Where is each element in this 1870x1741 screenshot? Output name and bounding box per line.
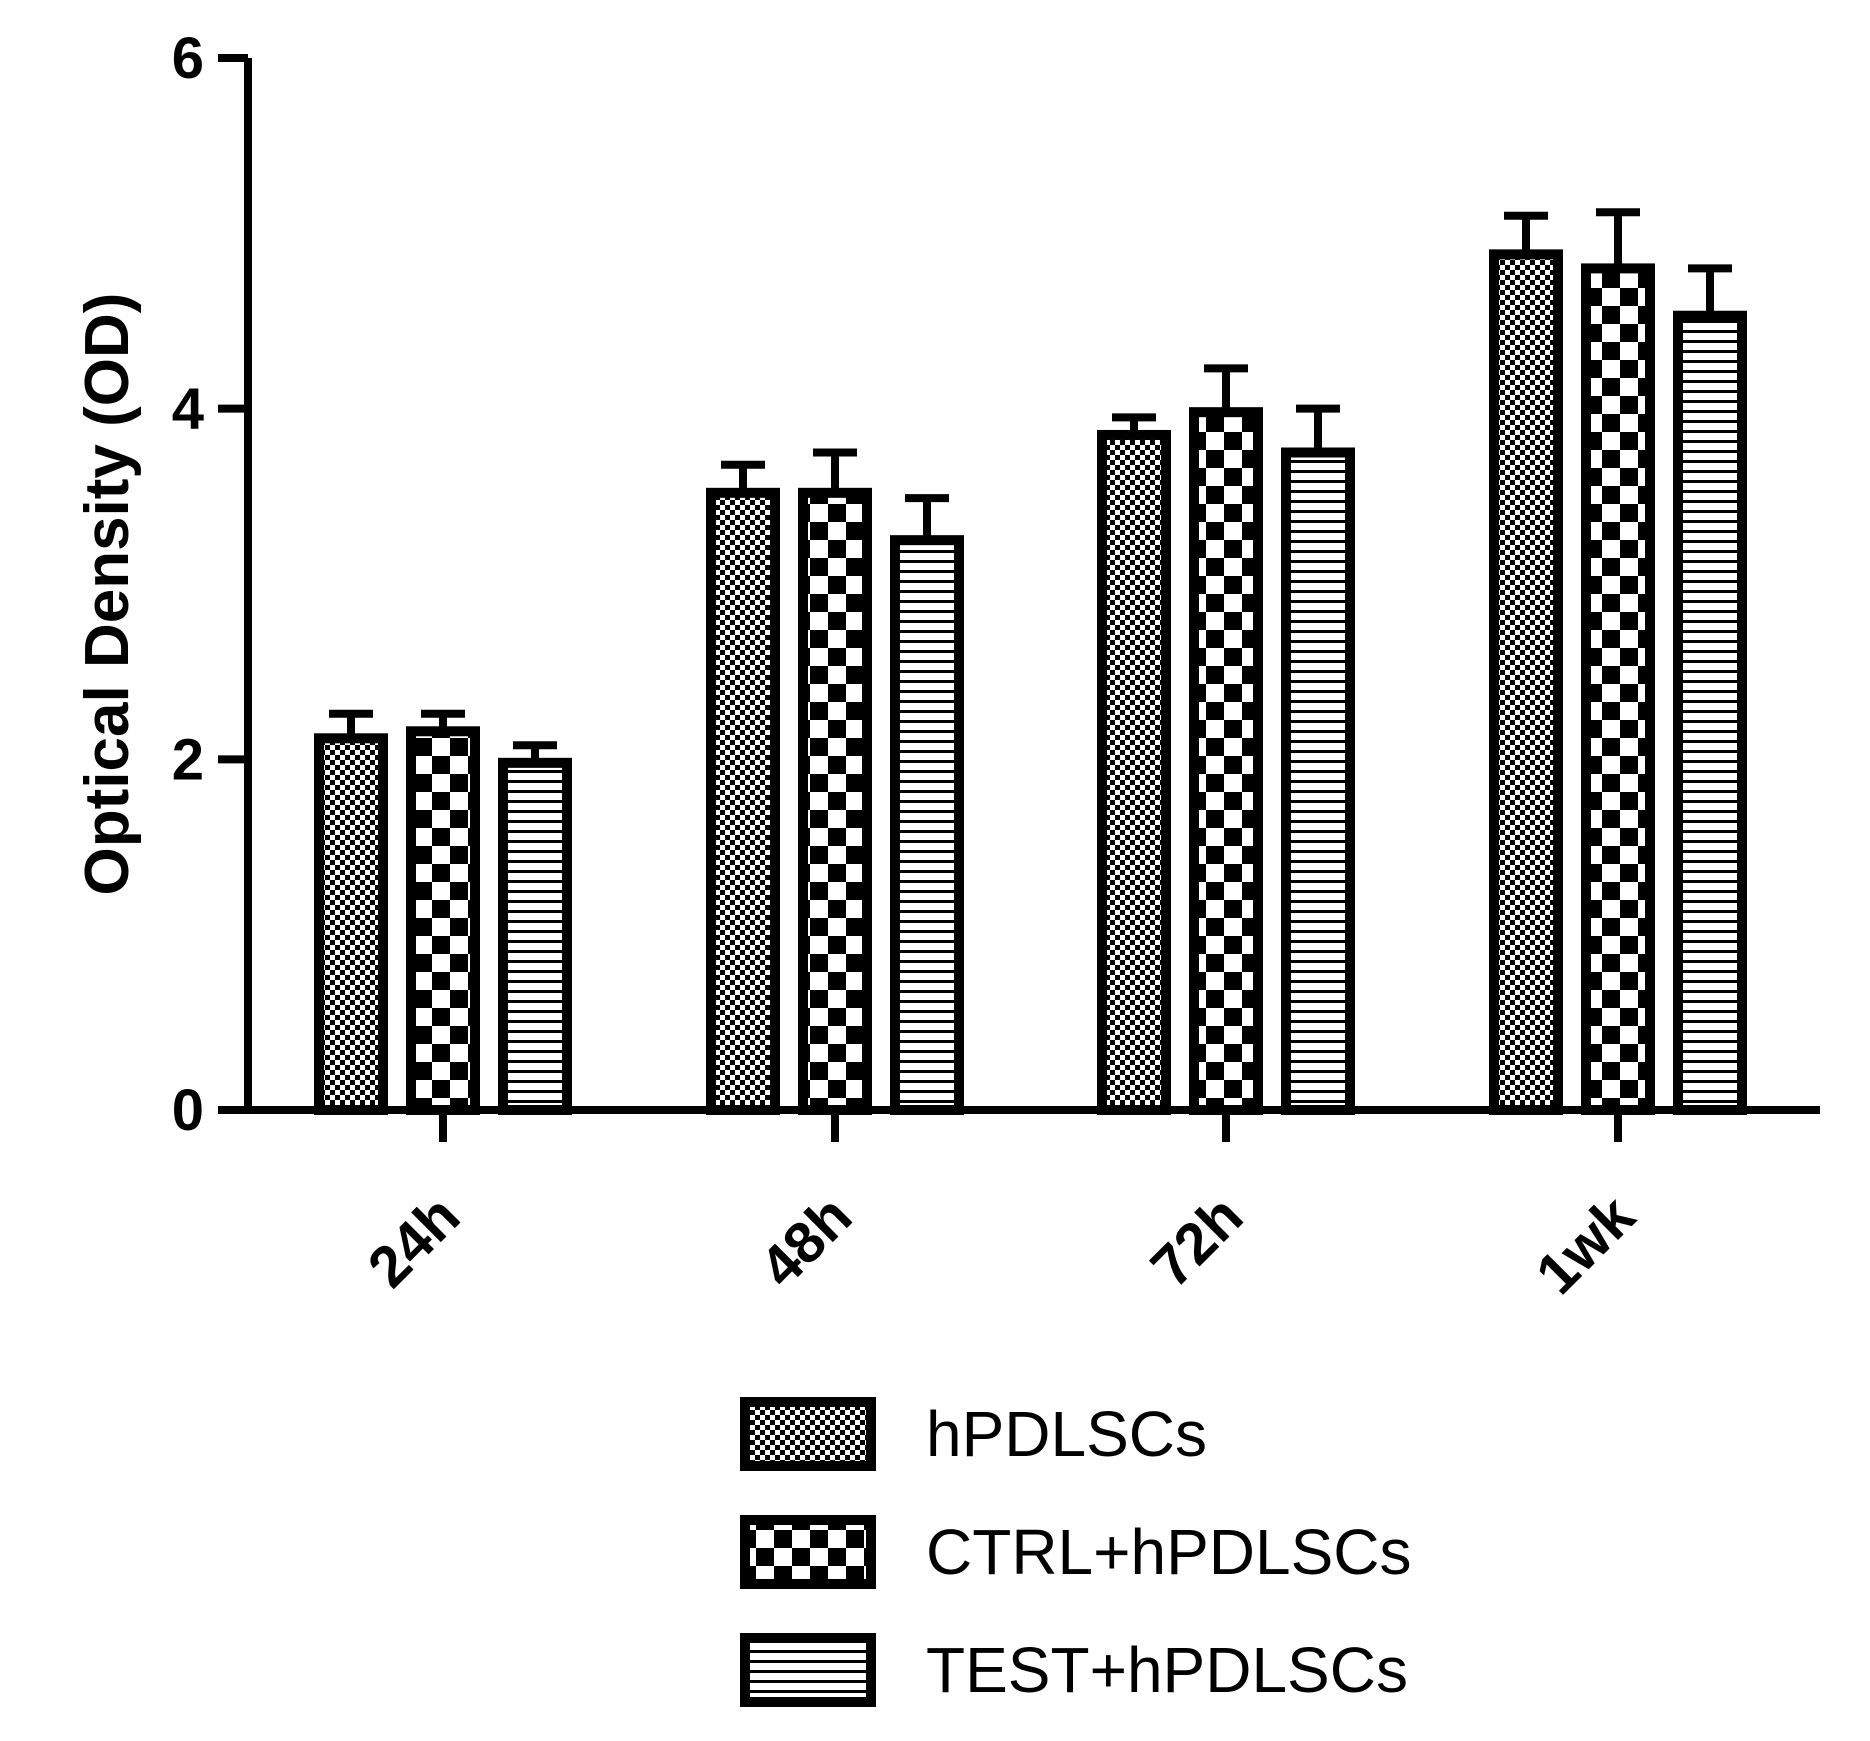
x-tick-label: 24h [356,1183,473,1300]
bar [498,757,572,1116]
x-axis: 24h 48h 72h 1wk [244,1106,1820,1307]
x-tick-label: 72h [1139,1183,1256,1300]
y-tick-label: 6 [172,26,204,91]
x-tick-label: 1wk [1524,1183,1648,1307]
legend-label: CTRL+hPDLSCs [926,1516,1412,1588]
x-tick-label: 48h [748,1183,865,1300]
bar [1281,447,1355,1115]
y-tick-label: 4 [172,377,204,442]
bar [1189,407,1263,1115]
y-axis: 0 2 4 6 [172,26,252,1143]
y-tick-label: 2 [172,727,204,792]
legend-label: hPDLSCs [926,1398,1207,1470]
legend-label: TEST+hPDLSCs [926,1634,1408,1706]
bar [314,733,388,1115]
y-axis-title: Optical Density (OD) [73,293,142,896]
legend-swatch [740,1397,876,1471]
bar [1097,429,1171,1115]
bar [1581,263,1655,1115]
bar [890,535,964,1115]
y-tick-label: 0 [172,1078,204,1143]
bar [798,487,872,1115]
bar [1673,310,1747,1115]
legend-swatch [740,1515,876,1589]
bar [706,487,780,1115]
bars [314,208,1747,1116]
legend: hPDLSCs CTRL+hPDLSCs TEST+hPDLSCs [740,1397,1412,1707]
bar [1489,249,1563,1115]
bar [406,726,480,1116]
legend-swatch [740,1633,876,1707]
